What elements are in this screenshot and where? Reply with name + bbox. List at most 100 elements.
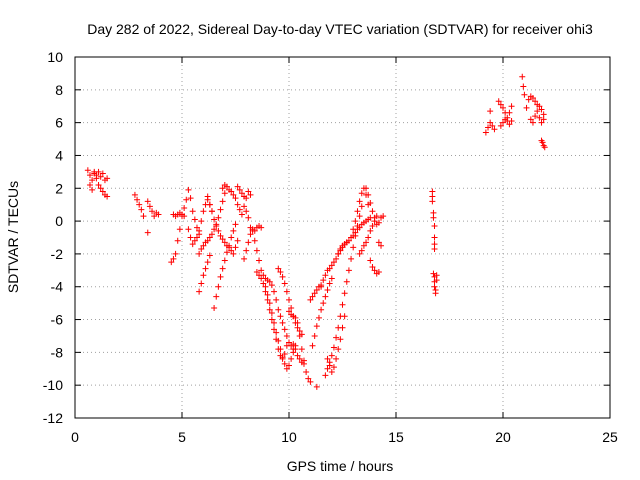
data-point	[196, 227, 203, 234]
data-point	[339, 301, 346, 308]
data-point	[196, 288, 203, 295]
data-point	[313, 383, 320, 390]
data-point	[134, 196, 141, 203]
data-point	[491, 126, 498, 133]
data-point	[208, 231, 215, 238]
y-axis-label: SDTVAR / TECUs	[5, 181, 21, 293]
data-point	[260, 280, 267, 287]
data-point	[234, 183, 241, 190]
y-tick-label: 0	[55, 213, 63, 229]
data-point	[352, 229, 359, 236]
series-arc6	[168, 186, 203, 266]
y-tick-label: -6	[51, 312, 64, 328]
series-arc4	[144, 198, 162, 220]
data-point	[221, 257, 228, 264]
data-point	[174, 237, 181, 244]
data-point	[538, 106, 545, 113]
data-point	[271, 326, 278, 333]
data-point	[281, 360, 288, 367]
data-point	[243, 208, 250, 215]
data-point	[223, 249, 230, 256]
data-point	[232, 244, 239, 251]
data-point	[431, 234, 438, 241]
data-point	[309, 293, 316, 300]
series-arc32	[363, 185, 387, 228]
data-point	[305, 375, 312, 382]
data-point	[309, 342, 316, 349]
data-point	[193, 224, 200, 231]
data-point	[520, 83, 527, 90]
data-point	[356, 213, 363, 220]
series-arc18	[262, 283, 297, 372]
data-point	[247, 224, 254, 231]
data-point	[268, 316, 275, 323]
data-point	[324, 287, 331, 294]
data-point	[326, 280, 333, 287]
data-point	[253, 247, 260, 254]
data-point	[521, 91, 528, 98]
data-point	[508, 117, 515, 124]
series-arc5	[144, 229, 151, 236]
data-point	[151, 213, 158, 220]
data-point	[326, 362, 333, 369]
data-point	[211, 216, 218, 223]
data-point	[431, 223, 438, 230]
data-point	[204, 259, 211, 266]
data-point	[536, 103, 543, 110]
data-point	[144, 198, 151, 205]
data-point	[198, 218, 205, 225]
data-point	[191, 237, 198, 244]
data-point	[307, 378, 314, 385]
x-tick-label: 15	[388, 429, 404, 445]
data-point	[489, 122, 496, 129]
series-arc22	[290, 341, 307, 367]
data-point	[534, 108, 541, 115]
data-point	[230, 227, 237, 234]
data-point	[232, 221, 239, 228]
data-point	[172, 250, 179, 257]
data-point	[335, 250, 342, 257]
data-point	[296, 355, 303, 362]
data-point	[247, 231, 254, 238]
data-point	[311, 332, 318, 339]
data-point	[202, 265, 209, 272]
data-point	[328, 275, 335, 282]
data-point	[350, 226, 357, 233]
data-point	[155, 211, 162, 218]
data-point	[363, 239, 370, 246]
data-point	[303, 369, 310, 376]
data-point	[168, 259, 175, 266]
data-point	[187, 234, 194, 241]
data-point	[215, 227, 222, 234]
y-tick-label: 4	[55, 147, 63, 163]
data-point	[430, 214, 437, 221]
data-point	[211, 305, 218, 312]
data-point	[536, 114, 543, 121]
data-point	[221, 190, 228, 197]
series-arc20	[275, 265, 305, 338]
data-point	[258, 224, 265, 231]
data-point	[281, 326, 288, 333]
data-point	[337, 247, 344, 254]
data-point	[206, 234, 213, 241]
data-point	[313, 323, 320, 330]
data-point	[506, 121, 513, 128]
data-point	[367, 227, 374, 234]
data-point	[219, 265, 226, 272]
x-tick-label: 5	[178, 429, 186, 445]
data-point	[273, 296, 280, 303]
series-arc37	[482, 119, 498, 136]
data-point	[256, 257, 263, 264]
data-point	[482, 129, 489, 136]
data-point	[271, 288, 278, 295]
series-arc41	[519, 73, 528, 98]
data-point	[228, 247, 235, 254]
data-point	[279, 354, 286, 361]
data-point	[326, 265, 333, 272]
data-point	[131, 191, 138, 198]
data-point	[328, 369, 335, 376]
data-point	[238, 190, 245, 197]
data-point	[200, 242, 207, 249]
series-arc43	[527, 108, 547, 126]
x-tick-label: 0	[71, 429, 79, 445]
